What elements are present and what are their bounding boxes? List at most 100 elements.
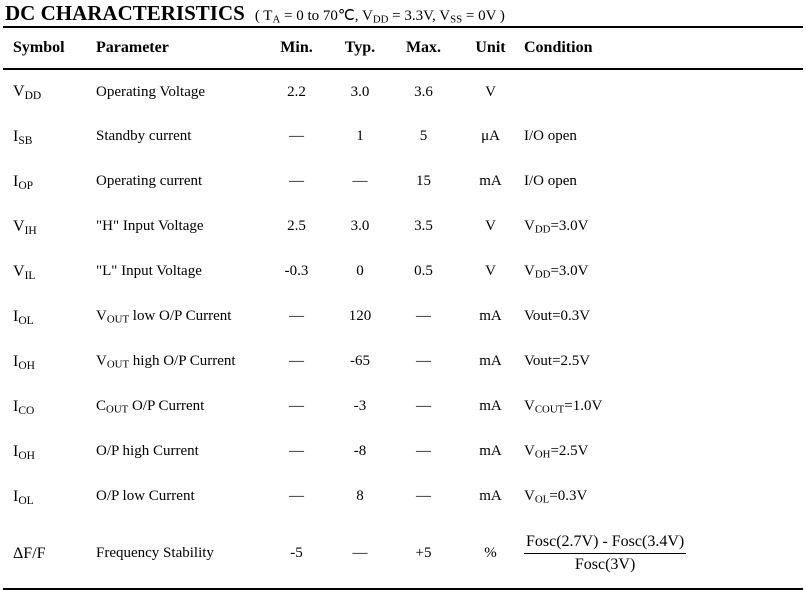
page-title: DC CHARACTERISTICS ( TA = 0 to 70℃, VDD … [5, 0, 505, 29]
condition-fraction: Fosc(2.7V) - Fosc(3.4V) Fosc(3V) [524, 533, 687, 574]
cell-symbol: VIL [3, 249, 96, 294]
cell-parameter: "H" Input Voltage [96, 204, 263, 249]
cell-condition: VCOUT=1.0V [524, 384, 803, 429]
condition-value: =3.0V [550, 218, 589, 234]
cell-max: 3.5 [414, 218, 433, 234]
cell-min: -0.3 [284, 263, 309, 279]
table-row: IOP Operating current — —15 mA I/O open [3, 159, 803, 204]
cell-condition: Vout=0.3V [524, 294, 803, 339]
cond-vss-val: = 0V ) [462, 8, 505, 24]
symbol-text: I [13, 487, 19, 505]
condition-subscript: OL [534, 493, 550, 506]
cell-parameter: O/P high Current [96, 429, 263, 474]
cell-typ: — [352, 173, 368, 189]
cell-unit: mA [479, 398, 502, 414]
cell-unit: mA [479, 173, 502, 189]
cell-max: — [416, 308, 431, 324]
symbol-subscript: OH [18, 449, 35, 462]
symbol-subscript: OH [18, 359, 35, 372]
cell-parameter: COUT O/P Current [96, 384, 263, 429]
cell-min: — [289, 398, 304, 414]
symbol-subscript: IL [24, 269, 36, 282]
cell-typ: 3.0 [350, 83, 370, 100]
condition-text: Vout=2.5V [524, 353, 591, 369]
symbol-text: I [13, 397, 19, 415]
parameter-text: Frequency Stability [96, 545, 214, 561]
condition-value: =0.3V [549, 488, 588, 504]
cell-unit: mA [479, 443, 502, 459]
title-text: DC CHARACTERISTICS [5, 1, 245, 25]
cell-parameter: Frequency Stability [96, 519, 263, 590]
cell-min: 2.5 [287, 218, 306, 234]
symbol-text: I [13, 307, 19, 325]
header-parameter: Parameter [96, 26, 263, 70]
condition-text: V [524, 218, 535, 234]
cell-typ: 1 [356, 128, 364, 144]
table-row: ΔF/F Frequency Stability -5— +5% Fosc(2.7V) … [3, 519, 803, 590]
cell-typ: 8 [356, 488, 364, 504]
fraction-denominator: Fosc(3V) [574, 556, 636, 573]
table-row: IOH VOUT high O/P Current — -65— mA Vout=2.5V [3, 339, 803, 384]
header-typ: Typ. [330, 26, 390, 70]
cond-ta-val: = 0 to 70℃, V [280, 8, 373, 24]
condition-value: =1.0V [564, 398, 603, 414]
header-max: Max. [390, 26, 457, 70]
cell-min: — [289, 128, 304, 144]
parameter-text: low O/P Current [129, 308, 232, 324]
cell-max: — [416, 488, 431, 504]
cell-typ: -65 [350, 353, 370, 369]
symbol-subscript: SB [18, 134, 33, 147]
cell-min: — [289, 443, 304, 459]
symbol-text: ΔF/F [13, 544, 46, 562]
header-condition: Condition [524, 26, 803, 70]
table-header-row: Symbol Parameter Min. Typ. Max. Unit Con… [3, 26, 803, 70]
table-body: VDD Operating Voltage 2.2 3.0 3.6 V ISB Standby… [3, 69, 803, 590]
cell-symbol: IOH [3, 429, 96, 474]
cond-vss-sub: SS [450, 13, 463, 26]
cell-symbol: IOL [3, 474, 96, 519]
cell-symbol: IOL [3, 294, 96, 339]
title-condition: ( TA = 0 to 70℃, VDD = 3.3V, VSS = 0V ) [255, 8, 505, 26]
cell-parameter: VOUT high O/P Current [96, 339, 263, 384]
cell-condition: Vout=2.5V [524, 339, 803, 384]
symbol-subscript: IH [24, 224, 37, 237]
symbol-subscript: OL [18, 494, 34, 507]
table-row: ISB Standby current —1 5 μA I/O open [3, 114, 803, 159]
parameter-text: Operating current [96, 173, 203, 189]
parameter-subscript: OUT [106, 358, 130, 371]
cell-parameter: "L" Input Voltage [96, 249, 263, 294]
parameter-text: O/P Current [128, 398, 205, 414]
symbol-text: I [13, 352, 19, 370]
cell-max: 15 [416, 173, 431, 189]
symbol-text: V [13, 83, 25, 100]
cell-condition: VDD=3.0V [524, 204, 803, 249]
symbol-subscript: CO [18, 404, 35, 417]
cell-parameter: Operating current [96, 159, 263, 204]
table-row: IOL O/P low Current —8— mA VOL=0.3V [3, 474, 803, 519]
cell-parameter: VOUT low O/P Current [96, 294, 263, 339]
fraction-numerator: Fosc(2.7V) - Fosc(3.4V) [524, 533, 687, 554]
symbol-subscript: DD [24, 89, 42, 102]
cond-vdd-sub: DD [372, 13, 389, 26]
symbol-text: I [13, 442, 19, 460]
parameter-text: high O/P Current [129, 353, 236, 369]
cell-min: — [289, 173, 304, 189]
cell-condition: Fosc(2.7V) - Fosc(3.4V) Fosc(3V) [524, 519, 803, 590]
condition-text: I/O open [524, 173, 577, 189]
parameter-text: O/P high Current [96, 443, 199, 459]
cell-symbol: ΔF/F [3, 519, 96, 590]
table-row: IOH O/P high Current — -8— mA VOH=2.5V [3, 429, 803, 474]
header-min: Min. [263, 26, 330, 70]
symbol-subscript: OP [18, 179, 34, 192]
cell-min: — [289, 353, 304, 369]
condition-subscript: OH [534, 448, 551, 461]
parameter-subscript: OUT [106, 403, 129, 416]
condition-value: =2.5V [550, 443, 589, 459]
cell-typ: 3.0 [350, 218, 370, 234]
dc-characteristics-table: Symbol Parameter Min. Typ. Max. Unit Con… [3, 26, 803, 590]
cell-unit: % [457, 519, 524, 590]
header-symbol: Symbol [3, 26, 96, 70]
table-row: IOL VOUT low O/P Current —120— mA Vout=0.3V [3, 294, 803, 339]
cell-unit: mA [479, 308, 502, 324]
cell-symbol: IOH [3, 339, 96, 384]
